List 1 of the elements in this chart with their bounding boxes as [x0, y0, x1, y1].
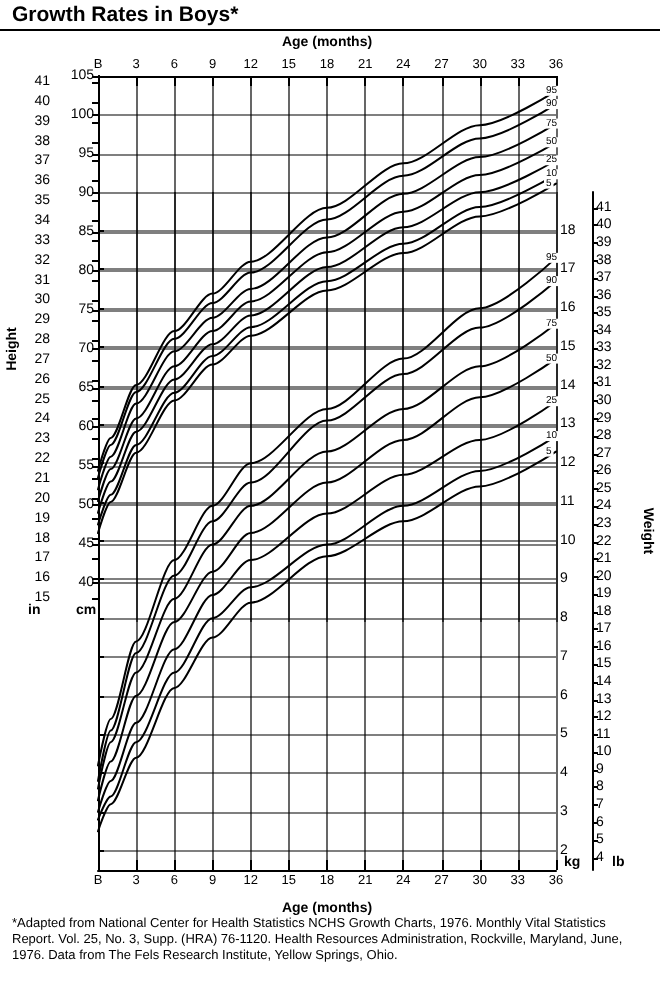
chart-title: Growth Rates in Boys*	[12, 3, 241, 27]
